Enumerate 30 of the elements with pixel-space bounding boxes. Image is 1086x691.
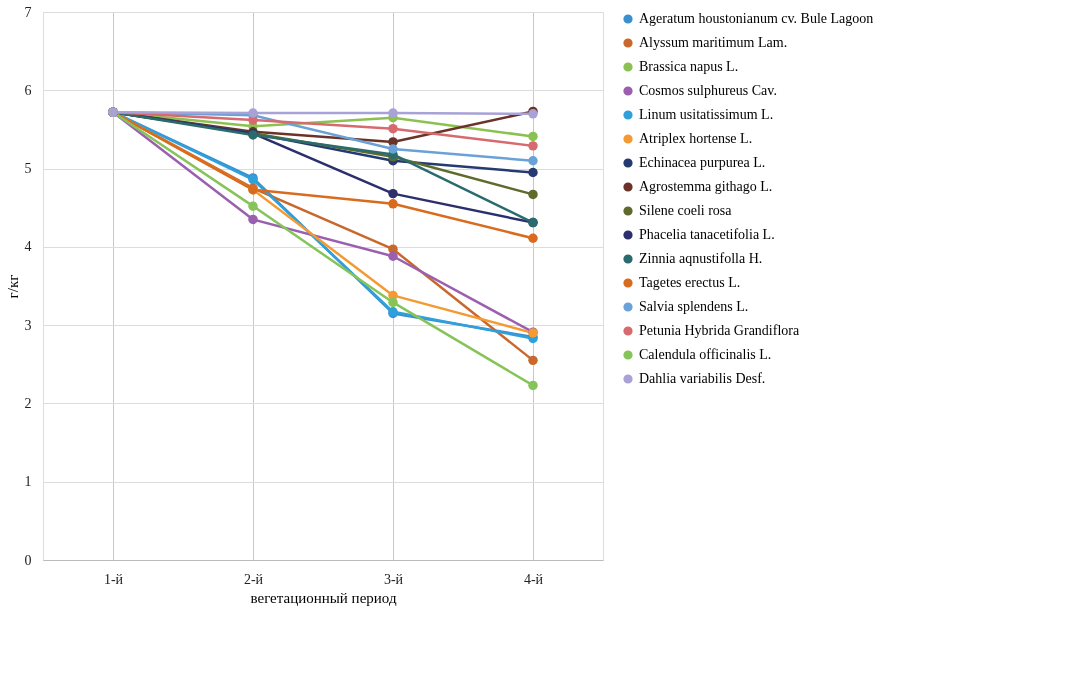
x-axis-title: вегетационный период bbox=[250, 589, 397, 606]
y-tick-label: 4 bbox=[24, 239, 32, 255]
y-axis-title: г/кг bbox=[4, 274, 21, 299]
legend-label: Zinnia aqnustifolla H. bbox=[639, 251, 763, 266]
legend-label: Salvia splendens L. bbox=[639, 299, 749, 314]
x-tick-label: 1-й bbox=[103, 571, 124, 587]
legend-label: Dahlia variabilis Desf. bbox=[639, 371, 766, 386]
y-tick-label: 7 bbox=[24, 4, 32, 20]
legend-label: Silene coeli rosa bbox=[639, 203, 733, 218]
y-tick-label: 3 bbox=[24, 317, 32, 333]
legend-label: Ageratum houstonianum cv. Bule Lagoon bbox=[639, 11, 874, 26]
y-tick-label: 0 bbox=[24, 552, 32, 568]
legend-label: Linum usitatissimum L. bbox=[639, 107, 774, 122]
x-tick-label: 4-й bbox=[523, 571, 544, 587]
legend-label: Petunia Hybrida Grandiflora bbox=[639, 323, 800, 338]
y-tick-label: 5 bbox=[24, 161, 32, 177]
legend-label: Calendula officinalis L. bbox=[639, 347, 772, 362]
legend-label: Phacelia tanacetifolia L. bbox=[639, 227, 775, 242]
legend-label: Agrostemma githago L. bbox=[639, 179, 773, 194]
y-tick-label: 6 bbox=[24, 82, 32, 98]
legend-label: Atriplex hortense L. bbox=[639, 131, 753, 146]
legend-label: Tagetes erectus L. bbox=[639, 275, 741, 290]
y-tick-label: 1 bbox=[24, 474, 32, 490]
legend-label: Alyssum maritimum Lam. bbox=[639, 35, 788, 50]
legend-label: Echinacea purpurea L. bbox=[639, 155, 766, 170]
legend-label: Brassica napus L. bbox=[639, 59, 739, 74]
y-tick-label: 2 bbox=[24, 395, 32, 411]
x-tick-label: 3-й bbox=[383, 571, 404, 587]
x-tick-label: 2-й bbox=[243, 571, 264, 587]
legend-label: Cosmos sulphureus Cav. bbox=[639, 83, 777, 98]
